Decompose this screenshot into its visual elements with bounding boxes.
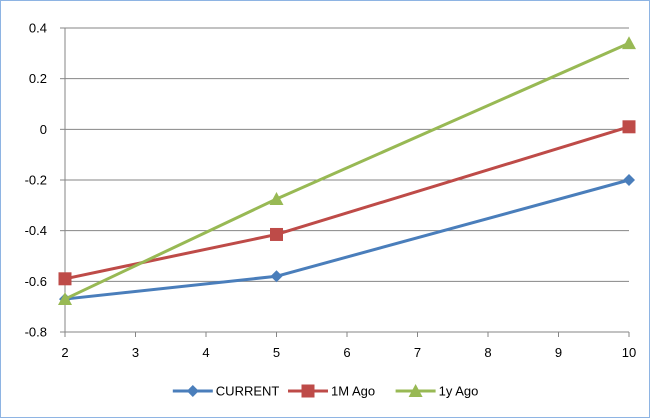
x-tick-label: 8 xyxy=(484,345,491,360)
data-point-1m-ago xyxy=(270,227,283,241)
legend: CURRENT 1M Ago 1y Ago xyxy=(172,384,479,399)
y-tick-label: -0.8 xyxy=(25,325,47,340)
series-1y-ago xyxy=(58,36,636,306)
series-1m-ago xyxy=(58,120,636,286)
y-tick-label: 0.2 xyxy=(29,71,47,86)
x-tick-label: 9 xyxy=(555,345,562,360)
data-point-1y-ago xyxy=(622,36,636,50)
x-tick-label: 10 xyxy=(622,345,636,360)
x-tick-label: 5 xyxy=(273,345,280,360)
x-tick-label: 2 xyxy=(61,345,68,360)
x-tick-label: 6 xyxy=(343,345,350,360)
legend-item-1m-ago: 1M Ago xyxy=(288,384,375,399)
series-line-1y-ago xyxy=(64,41,630,301)
data-point-1y-ago xyxy=(58,292,72,306)
data-point-1m-ago xyxy=(58,272,72,286)
y-tick-label: -0.2 xyxy=(25,173,47,188)
legend-item-current: CURRENT xyxy=(172,384,280,399)
x-tick-label: 3 xyxy=(132,345,139,360)
y-tick-label: 0.4 xyxy=(29,21,47,36)
legend-item-1y-ago: 1y Ago xyxy=(395,384,479,399)
data-point-1m-ago xyxy=(622,120,636,134)
legend-label: 1M Ago xyxy=(331,384,375,399)
data-point-1y-ago xyxy=(269,192,284,205)
legend-marker xyxy=(408,384,423,397)
data-point-current xyxy=(270,270,283,283)
data-point-current xyxy=(623,174,635,186)
y-tick-label: -0.6 xyxy=(25,274,47,289)
series-current xyxy=(59,174,635,306)
legend-label: CURRENT xyxy=(216,384,280,399)
x-tick-label: 7 xyxy=(414,345,421,360)
legend-marker xyxy=(301,384,315,398)
legend-label: 1y Ago xyxy=(439,384,479,399)
x-tick-label: 4 xyxy=(202,345,209,360)
y-tick-label: 0 xyxy=(40,122,47,137)
y-tick-label: -0.4 xyxy=(25,223,47,238)
legend-marker xyxy=(186,385,199,397)
